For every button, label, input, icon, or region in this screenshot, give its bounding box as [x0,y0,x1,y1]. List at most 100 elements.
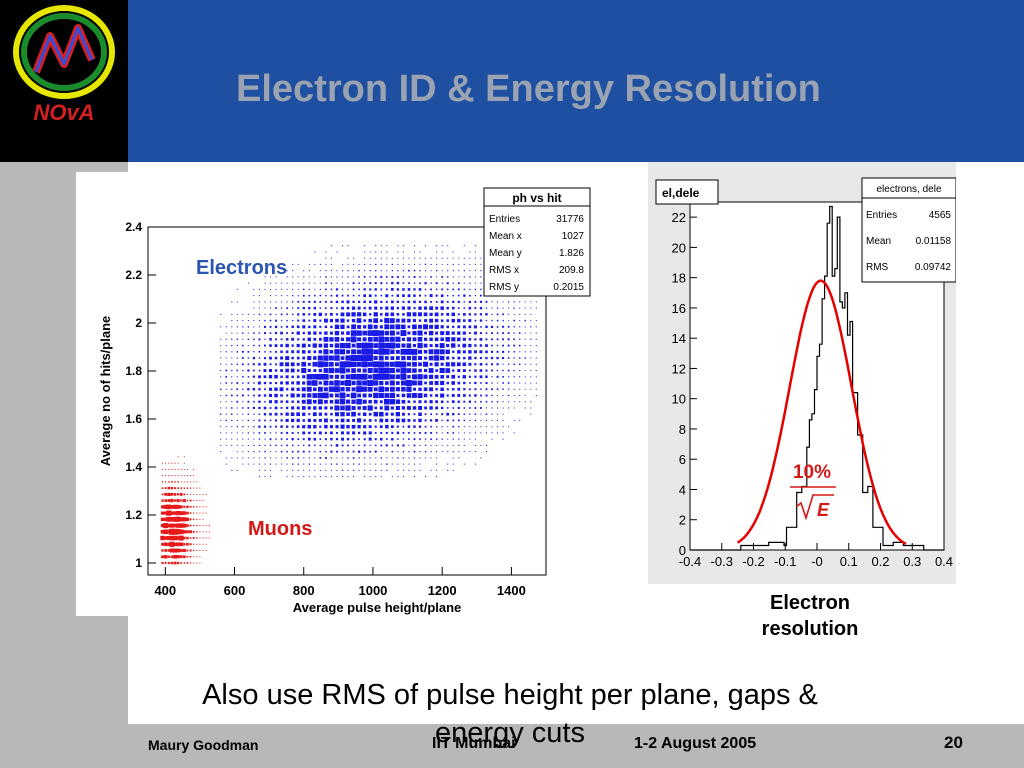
scatter-point-electron [275,419,278,422]
scatter-point-electron [220,438,222,440]
scatter-point-electron [384,361,390,367]
scatter-point-electron [400,348,407,355]
scatter-point-electron [236,400,239,403]
scatter-point-electron [345,361,352,368]
scatter-point-electron [507,344,510,347]
scatter-point-muon [189,499,192,502]
scatter-point-electron [391,294,394,297]
scatter-point-electron [445,349,450,354]
scatter-point-electron [439,343,445,348]
scatter-point-electron [535,382,537,384]
scatter-point-electron [323,349,329,355]
scatter-point-electron [485,319,488,322]
scatter-point-electron [458,263,460,265]
scatter-point-electron [330,312,333,316]
scatter-point-electron [231,344,233,347]
scatter-point-muon [189,512,192,514]
scatter-point-electron [474,288,477,291]
scatter-point-electron [458,432,460,434]
scatter-point-electron [408,469,410,471]
scatter-point-electron [469,263,471,265]
scatter-point-electron [497,301,498,303]
scatter-point-electron [286,394,289,397]
scatter-point-electron [530,332,532,334]
scatter-point-electron [329,362,334,367]
scatter-point-electron [220,395,222,396]
scatter-point-electron [496,401,499,403]
scatter-point-muon [196,556,198,558]
scatter-point-electron [507,351,510,353]
scatter-point-electron [363,425,367,429]
scatter-point-electron [346,418,350,422]
y-tick-label: 2 [135,316,142,330]
scatter-point-electron [353,469,355,471]
scatter-point-electron [363,431,367,435]
scatter-point-muon [161,505,165,509]
scatter-point-electron [323,361,329,367]
scatter-point-electron [350,355,357,361]
scatter-point-electron [502,313,504,316]
scatter-point-electron [479,313,482,316]
scatter-point-electron [379,325,383,329]
scatter-point-electron [346,319,350,322]
scatter-point-electron [463,276,465,278]
scatter-point-electron [302,431,306,435]
scatter-point-electron [462,375,466,379]
scatter-point-electron [479,350,483,354]
scatter-point-electron [402,282,405,284]
scatter-point-electron [364,263,366,265]
scatter-point-electron [391,281,394,285]
scatter-point-electron [419,251,421,253]
scatter-point-electron [424,263,427,266]
scatter-point-muon [162,462,163,464]
scatter-point-electron [373,380,379,386]
scatter-point-muon [205,543,207,545]
scatter-point-electron [318,412,322,416]
scatter-point-electron [334,374,339,379]
scatter-point-electron [458,451,460,453]
scatter-point-electron [430,438,432,440]
scatter-point-electron [457,344,460,347]
scatter-point-electron [418,387,422,391]
scatter-point-electron [339,361,346,368]
scatter-point-muon [164,487,167,489]
scatter-point-electron [247,320,249,322]
scatter-point-electron [280,344,283,347]
scatter-point-electron [286,282,288,284]
scatter-point-muon [164,492,167,496]
scatter-point-electron [440,400,444,403]
scatter-point-muon [166,529,171,534]
scatter-point-electron [412,337,417,342]
scatter-point-electron [469,432,471,434]
scatter-point-electron [325,307,327,309]
scatter-point-electron [252,375,255,378]
y-tick-label: 1.8 [125,364,142,378]
scatter-point-muon [199,506,201,508]
scatter-point-muon [172,504,177,509]
scatter-point-electron [474,426,476,428]
scatter-point-electron [356,373,362,380]
scatter-point-muon [180,562,182,564]
scatter-point-electron [274,412,278,416]
scatter-point-electron [502,363,504,365]
scatter-point-muon [186,493,188,495]
scatter-point-electron [236,288,238,290]
scatter-point-electron [385,424,389,429]
scatter-point-electron [430,425,432,428]
scatter-point-muon [196,481,198,483]
scatter-point-electron [463,301,465,303]
scatter-point-electron [275,457,277,459]
scatter-point-electron [413,419,416,422]
scatter-point-electron [286,438,288,440]
scatter-point-muon [164,517,168,521]
scatter-point-electron [319,288,321,290]
scatter-point-electron [419,438,421,440]
scatter-point-electron [220,338,222,340]
scatter-point-electron [264,338,266,340]
scatter-point-electron [386,469,388,471]
scatter-point-electron [225,382,227,384]
scatter-point-electron [496,313,499,316]
scatter-point-electron [530,357,532,359]
scatter-point-muon [196,487,198,489]
scatter-point-electron [313,313,317,316]
